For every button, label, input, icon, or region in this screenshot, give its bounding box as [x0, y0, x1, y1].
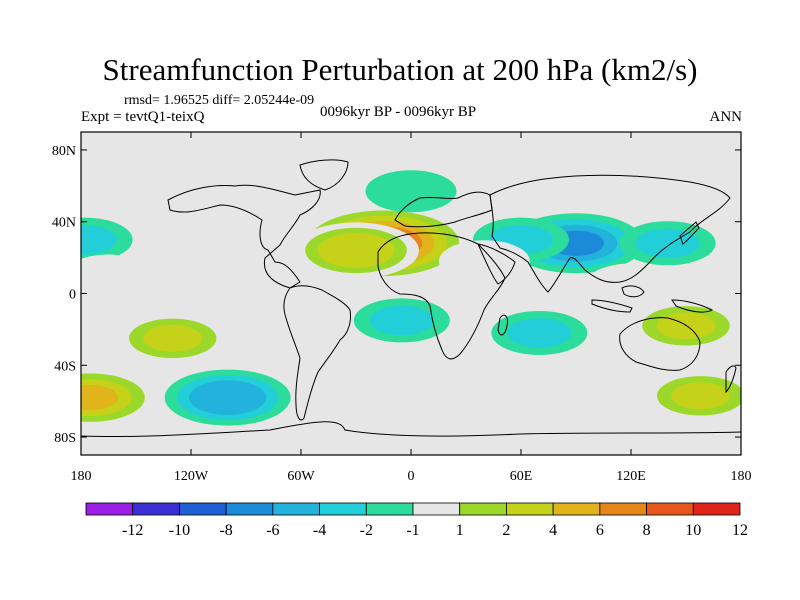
anomaly-10 — [353, 298, 450, 343]
colorbar-box-11 — [599, 502, 647, 516]
colorbar-label-9: 4 — [549, 522, 557, 539]
colorbar-box-3 — [225, 502, 274, 516]
anomaly-18 — [475, 172, 567, 215]
anomaly-7-level-1 — [81, 224, 117, 255]
anomaly-1-level-3 — [329, 238, 383, 263]
anomaly-10-level-1 — [369, 305, 434, 336]
anomaly-4 — [164, 369, 291, 426]
colorbar-box-1 — [132, 502, 180, 516]
anomaly-20-level-1 — [380, 177, 442, 206]
anomaly-14-level-1 — [635, 228, 700, 259]
season-label: ANN — [709, 109, 743, 125]
anomaly-4-level-3 — [201, 385, 255, 410]
colorbar-box-7 — [412, 502, 461, 516]
y-tick-label-2: 0 — [69, 288, 76, 303]
anomaly-6-level-1 — [81, 329, 116, 358]
y-tick-label-4: 80S — [54, 431, 76, 446]
coastlines — [81, 159, 741, 438]
x-tick-label-4: 60E — [510, 469, 533, 484]
x-tick-label-3: 0 — [408, 469, 415, 484]
colorbar-box-4 — [272, 502, 320, 516]
anomaly-11 — [491, 310, 588, 355]
colorbar-label-11: 8 — [643, 522, 651, 539]
x-tick-label-1: 120W — [174, 469, 209, 484]
anomaly-3-level-2 — [143, 324, 203, 352]
colorbar-box-2 — [179, 502, 227, 516]
colorbar-box-5 — [319, 502, 367, 516]
anomaly-17 — [642, 369, 741, 422]
anomaly-21 — [438, 240, 530, 283]
anomaly-1 — [293, 222, 419, 279]
colorbar-label-4: -4 — [313, 522, 326, 539]
colorbar-box-13 — [692, 502, 741, 516]
anomaly-15-level-1 — [600, 270, 662, 299]
anomaly-8-level-1 — [81, 261, 139, 290]
anomaly-6 — [81, 322, 131, 365]
anomaly-16 — [628, 299, 741, 352]
colorbar-label-3: -6 — [266, 522, 279, 539]
anomaly-19-level-1 — [637, 178, 699, 208]
period-label: 0096kyr BP - 0096kyr BP — [320, 104, 477, 120]
colorbar-label-0: -12 — [122, 522, 143, 539]
anomaly-2-level-1 — [197, 234, 259, 263]
x-tick-label-2: 60W — [287, 469, 315, 484]
anomaly-7 — [81, 217, 133, 262]
colorbar-box-12 — [646, 502, 694, 516]
y-tick-label-1: 40N — [52, 216, 76, 231]
anomaly-14 — [619, 221, 716, 266]
colorbar-box-0 — [85, 502, 134, 516]
anomaly-9-level-1 — [188, 185, 249, 215]
anomaly-8 — [81, 254, 154, 297]
anomaly-5 — [81, 367, 159, 428]
anomaly-16-level-2 — [656, 312, 716, 340]
stats-text: rmsd= 1.96525 diff= 2.05244e-09 — [124, 93, 315, 108]
y-tick-label-0: 80N — [52, 144, 76, 159]
anomaly-20 — [365, 170, 457, 213]
x-tick-label-5: 120E — [616, 469, 646, 484]
x-tick-label-6: 180 — [731, 469, 752, 484]
colorbar-box-6 — [365, 502, 414, 516]
experiment-label: Expt = tevtQ1-teixQ — [81, 109, 205, 125]
colorbar-label-2: -8 — [219, 522, 232, 539]
colorbar-label-1: -10 — [169, 522, 190, 539]
x-tick-label-0: 180 — [71, 469, 92, 484]
colorbar-box-8 — [459, 502, 507, 516]
anomaly-11-level-1 — [507, 318, 572, 348]
anomaly-19 — [622, 172, 714, 215]
colorbar-label-10: 6 — [596, 522, 604, 539]
y-tick-label-3: 40S — [54, 359, 76, 374]
anomaly-17-level-2 — [671, 382, 731, 410]
anomaly-2 — [182, 227, 274, 270]
anomaly-5-level-3 — [81, 384, 119, 411]
chart-title: Streamfunction Perturbation at 200 hPa (… — [102, 52, 698, 87]
anomaly-15 — [585, 263, 677, 306]
anomaly-18-level-1 — [490, 178, 552, 208]
colorbar-label-12: 10 — [685, 522, 701, 539]
colorbar-label-7: 1 — [456, 522, 464, 539]
colorbar-label-8: 2 — [502, 522, 510, 539]
colorbar-box-10 — [552, 502, 601, 516]
colorbar-label-13: 12 — [732, 522, 748, 539]
colorbar-label-5: -2 — [360, 522, 373, 539]
colorbar-label-6: -1 — [406, 522, 419, 539]
colorbar-box-9 — [506, 502, 554, 516]
anomaly-3 — [114, 312, 231, 365]
